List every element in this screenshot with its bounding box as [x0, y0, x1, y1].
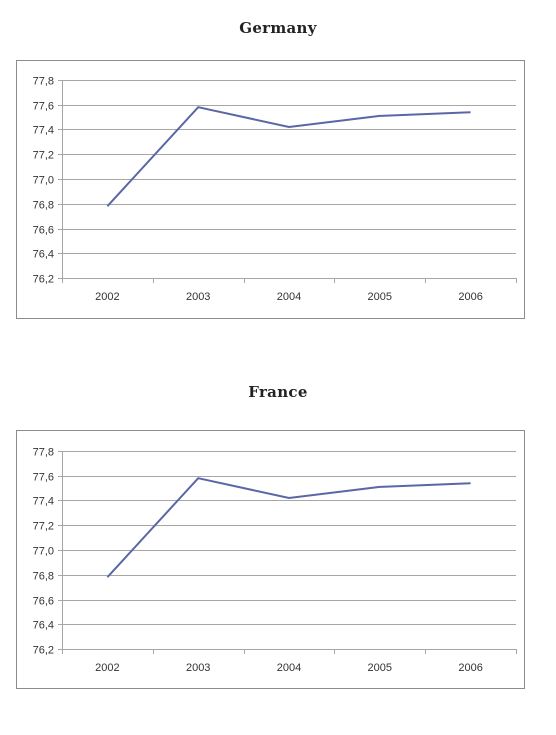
chart-frame — [16, 430, 525, 689]
chart-title: Germany — [239, 19, 317, 37]
x-tick-label: 2006 — [458, 662, 482, 674]
x-tick-label: 2004 — [277, 291, 301, 303]
chart-title: France — [248, 383, 308, 401]
y-tick-label: 77,2 — [33, 150, 54, 162]
y-tick-label: 76,8 — [33, 571, 54, 583]
y-tick-label: 77,6 — [33, 472, 54, 484]
y-tick-label: 77,6 — [33, 101, 54, 113]
y-tick-label: 77,2 — [33, 521, 54, 533]
series-line — [106, 477, 471, 578]
chart-frame — [16, 60, 525, 319]
y-tick-label: 76,2 — [33, 645, 54, 657]
x-tick-label: 2004 — [277, 662, 301, 674]
y-tick-label: 77,8 — [33, 76, 54, 88]
x-tick-label: 2002 — [95, 662, 119, 674]
y-tick-label: 76,2 — [33, 274, 54, 286]
x-tick-label: 2003 — [186, 291, 210, 303]
x-tick-label: 2002 — [95, 291, 119, 303]
y-tick-label: 77,4 — [33, 125, 54, 137]
y-tick-label: 77,8 — [33, 447, 54, 459]
x-tick-label: 2006 — [458, 291, 482, 303]
x-tick-label: 2005 — [368, 291, 392, 303]
y-tick-label: 76,8 — [33, 200, 54, 212]
x-tick-label: 2005 — [368, 662, 392, 674]
x-tick-label: 2003 — [186, 662, 210, 674]
y-tick-label: 77,0 — [33, 175, 54, 187]
y-tick-label: 76,6 — [33, 596, 54, 608]
y-tick-label: 76,4 — [33, 620, 54, 632]
y-tick-label: 76,6 — [33, 225, 54, 237]
y-tick-label: 77,0 — [33, 546, 54, 558]
y-tick-label: 76,4 — [33, 249, 54, 261]
y-tick-label: 77,4 — [33, 496, 54, 508]
